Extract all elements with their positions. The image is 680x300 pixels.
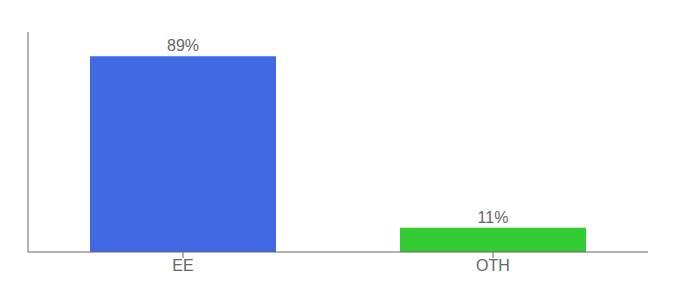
svg-text:OTH: OTH: [476, 257, 510, 274]
svg-text:EE: EE: [172, 257, 193, 274]
svg-text:89%: 89%: [167, 37, 199, 54]
svg-text:11%: 11%: [478, 209, 509, 226]
